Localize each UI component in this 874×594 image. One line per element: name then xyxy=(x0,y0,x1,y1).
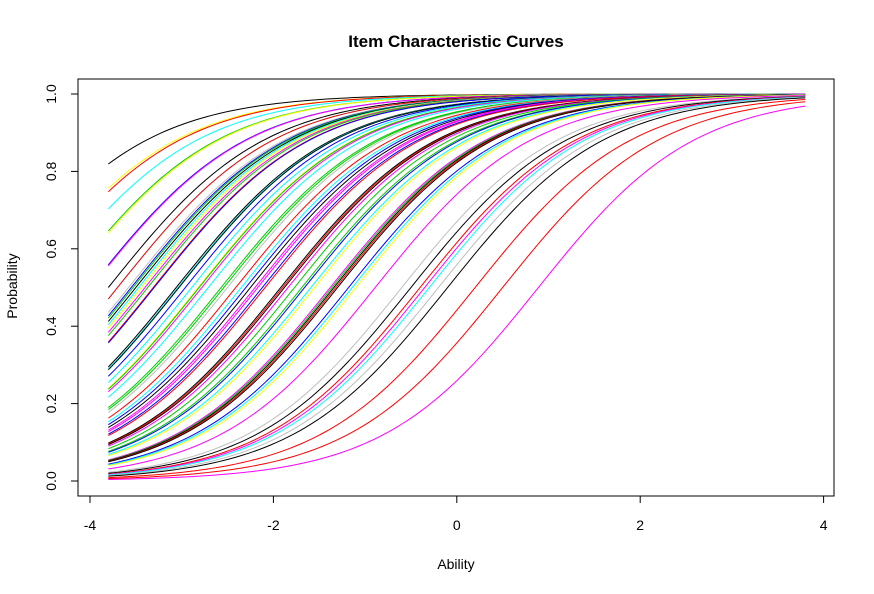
y-tick-label: 0.4 xyxy=(43,316,59,336)
icc-curve-27 xyxy=(108,93,806,389)
icc-curve-31 xyxy=(108,93,806,408)
icc-curve-67 xyxy=(108,98,806,479)
icc-curve-62 xyxy=(108,96,806,475)
icc-curve-60 xyxy=(108,95,806,473)
icc-curve-54 xyxy=(108,94,806,462)
icc-curve-57 xyxy=(108,94,806,466)
icc-curve-14 xyxy=(107,93,806,319)
icc-curve-69 xyxy=(108,105,806,480)
icc-curve-50 xyxy=(108,94,806,457)
y-tick-label: 1.0 xyxy=(43,84,59,104)
icc-curve-53 xyxy=(108,94,806,462)
icc-curve-68 xyxy=(108,101,806,480)
y-axis-label: Probability xyxy=(4,253,20,318)
icc-curve-12 xyxy=(107,93,806,313)
y-axis: 0.0 0.2 0.4 0.6 0.8 1.0 xyxy=(43,84,79,491)
icc-curve-55 xyxy=(108,94,806,463)
icc-curve-52 xyxy=(108,94,806,461)
icc-curve-63 xyxy=(108,96,806,476)
y-tick-label: 0.0 xyxy=(43,471,59,491)
icc-curve-16 xyxy=(107,93,806,326)
icc-curve-58 xyxy=(108,94,806,467)
x-axis-label: Ability xyxy=(437,556,474,572)
icc-curve-22 xyxy=(107,93,806,368)
icc-curve-64 xyxy=(108,96,806,476)
y-tick-label: 0.8 xyxy=(43,161,59,181)
y-tick-label: 0.2 xyxy=(43,394,59,414)
x-tick-label: 2 xyxy=(636,517,644,533)
icc-curve-65 xyxy=(108,96,806,477)
icc-curve-18 xyxy=(107,93,806,333)
icc-curve-59 xyxy=(108,95,806,470)
x-tick-label: -2 xyxy=(267,517,280,533)
x-tick-label: 4 xyxy=(820,517,828,533)
y-tick-label: 0.6 xyxy=(43,239,59,259)
chart-title: Item Characteristic Curves xyxy=(348,32,563,51)
icc-curve-56 xyxy=(108,94,806,465)
icc-curve-66 xyxy=(108,97,806,477)
x-axis: -4 -2 0 2 4 xyxy=(84,495,828,533)
x-tick-label: -4 xyxy=(84,517,97,533)
curve-group xyxy=(107,93,806,480)
icc-curve-51 xyxy=(108,94,806,461)
x-tick-label: 0 xyxy=(453,517,461,533)
icc-curve-28 xyxy=(108,93,806,390)
icc-curve-38 xyxy=(108,93,806,431)
icc-curve-61 xyxy=(108,95,806,474)
